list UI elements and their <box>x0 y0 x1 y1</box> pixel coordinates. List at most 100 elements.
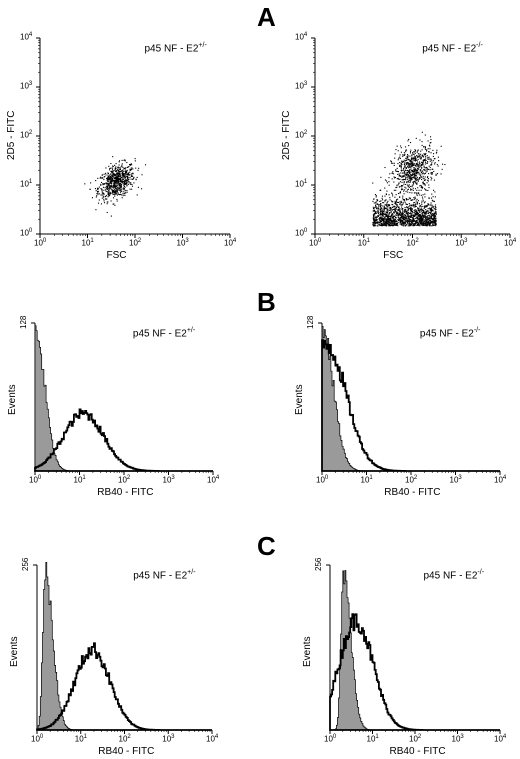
scatter-point <box>115 174 117 177</box>
scatter-point <box>392 223 394 225</box>
scatter-point <box>412 153 414 155</box>
scatter-point <box>433 219 435 221</box>
scatter-point <box>110 167 112 169</box>
scatter-point <box>423 209 425 211</box>
scatter-point <box>385 211 387 213</box>
scatter-point <box>121 172 123 174</box>
scatter-point <box>434 221 436 223</box>
scatter-point <box>428 197 430 199</box>
scatter-point <box>118 188 121 190</box>
scatter-point <box>395 222 397 224</box>
scatter-point <box>114 169 116 171</box>
scatter-point <box>418 219 420 221</box>
scatter-point <box>403 222 406 224</box>
scatter-point <box>397 225 399 227</box>
scatter-point <box>110 163 112 165</box>
y-tick-label: 103 <box>20 81 33 91</box>
scatter-point <box>122 173 125 175</box>
genotype-superscript: -/- <box>476 42 483 49</box>
x-tick-exponent: 3 <box>460 734 464 740</box>
scatter-point <box>415 221 417 223</box>
scatter-point <box>417 150 419 152</box>
scatter-point <box>418 164 420 167</box>
scatter-point <box>404 146 407 148</box>
scatter-point <box>130 167 132 169</box>
scatter-point <box>126 175 128 178</box>
scatter-point <box>431 172 433 174</box>
scatter-point <box>403 199 406 201</box>
scatter-point <box>409 220 411 222</box>
scatter-point <box>415 155 417 158</box>
scatter-point <box>413 214 415 217</box>
scatter-point <box>109 175 111 178</box>
scatter-point <box>386 203 388 205</box>
scatter-point <box>118 182 120 184</box>
scatter-point <box>417 210 419 212</box>
scatter-point <box>396 222 398 224</box>
scatter-point <box>441 168 443 170</box>
scatter-point <box>427 210 429 212</box>
scatter-point <box>381 216 383 218</box>
scatter-point <box>398 219 400 221</box>
scatter-point <box>113 174 115 176</box>
scatter-point <box>422 181 424 183</box>
scatter-point <box>389 204 391 206</box>
histogram-control-series <box>36 561 212 731</box>
scatter-point <box>97 187 99 189</box>
scatter-point <box>375 201 377 203</box>
x-tick-label: 101 <box>74 734 87 744</box>
scatter-point <box>381 213 383 216</box>
scatter-point <box>424 134 426 136</box>
scatter-point <box>416 189 418 191</box>
scatter-point <box>411 184 413 186</box>
scatter-point <box>122 178 124 180</box>
scatter-point <box>422 224 425 226</box>
scatter-point <box>407 140 409 142</box>
scatter-point <box>409 224 411 226</box>
scatter-point <box>129 188 131 190</box>
scatter-point <box>425 210 427 212</box>
scatter-point <box>412 224 414 226</box>
scatter-point <box>421 163 423 165</box>
scatter-point <box>410 170 413 172</box>
scatter-point <box>424 184 426 186</box>
scatter-point <box>116 183 118 185</box>
scatter-point <box>416 160 419 162</box>
y-tick-label: 104 <box>295 32 308 42</box>
scatter-point <box>403 179 405 181</box>
scatter-point <box>397 171 399 173</box>
scatter-point <box>114 168 117 170</box>
scatter-point <box>380 217 382 219</box>
scatter-point <box>421 215 423 218</box>
scatter-point <box>418 153 420 155</box>
scatter-point <box>396 204 398 207</box>
scatter-point <box>402 154 404 156</box>
scatter-point <box>389 199 391 201</box>
scatter-point <box>435 223 437 225</box>
scatter-point <box>381 219 383 221</box>
scatter-point <box>121 177 123 179</box>
scatter-point <box>387 215 389 217</box>
scatter-point <box>381 197 383 199</box>
scatter-point <box>393 173 395 175</box>
scatter-point <box>112 170 114 172</box>
scatter-point <box>405 174 407 176</box>
scatter-point <box>113 173 115 176</box>
scatter-point <box>397 213 399 215</box>
scatter-point <box>422 200 424 202</box>
scatter-point <box>110 170 112 173</box>
scatter-point <box>433 218 435 220</box>
scatter-point <box>372 210 374 212</box>
scatter-point <box>416 193 418 195</box>
scatter-point <box>410 207 412 209</box>
scatter-point <box>375 208 378 210</box>
scatter-point <box>396 214 398 216</box>
x-tick-exponent: 1 <box>83 734 87 740</box>
scatter-point <box>415 219 417 222</box>
scatter-point <box>391 201 393 203</box>
scatter-point <box>406 203 408 205</box>
scatter-point <box>105 172 107 174</box>
scatter-point <box>418 164 420 166</box>
scatter-point <box>129 176 131 179</box>
scatter-point <box>432 209 434 211</box>
